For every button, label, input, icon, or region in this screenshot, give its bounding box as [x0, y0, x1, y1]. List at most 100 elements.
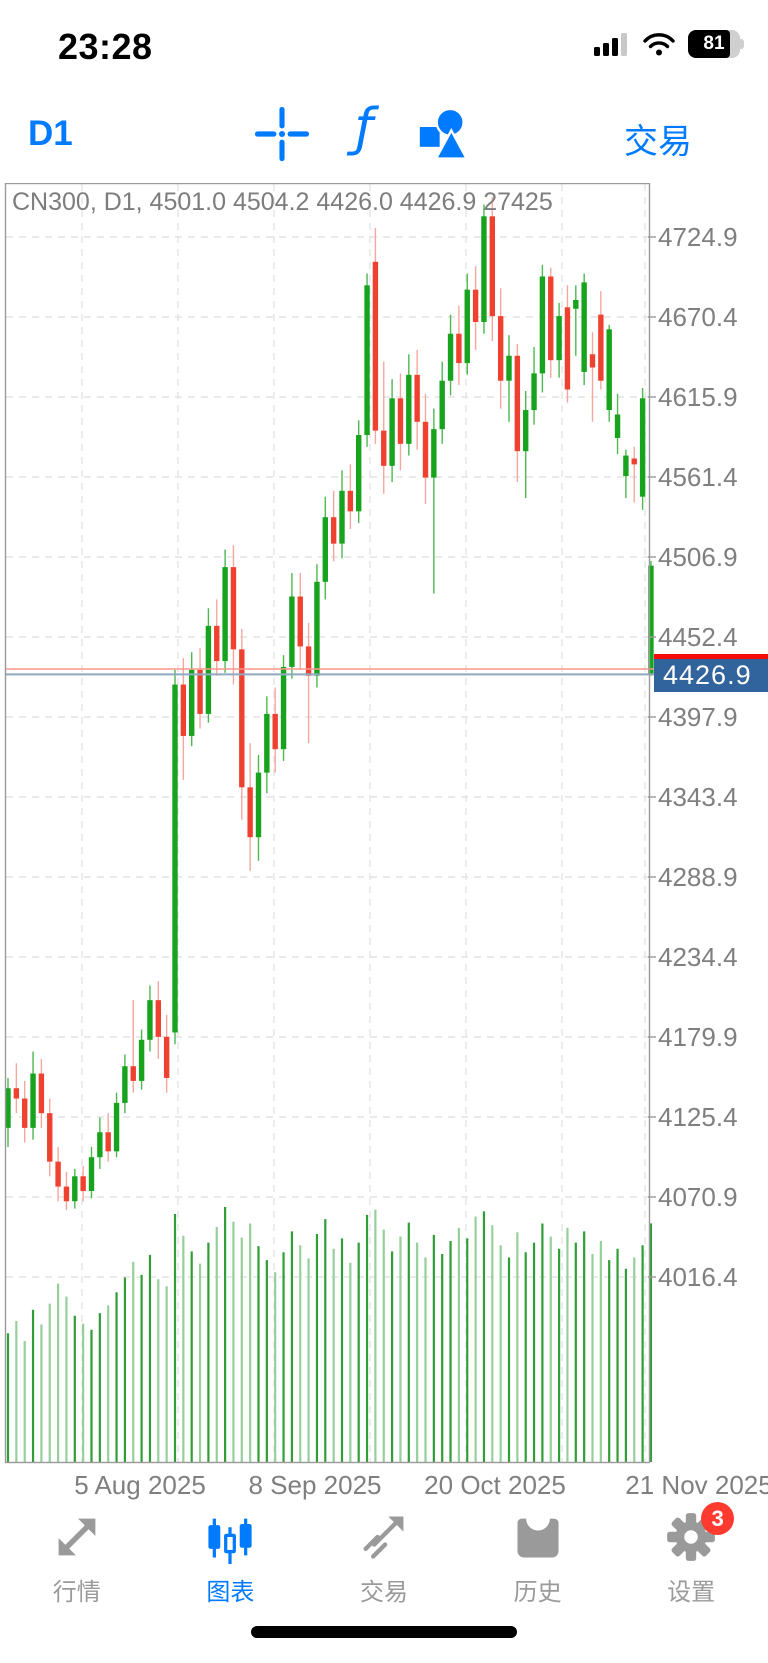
candle-body — [172, 684, 178, 1033]
candle-body — [280, 666, 287, 750]
settings-badge: 3 — [701, 1502, 735, 1535]
candle-body — [447, 333, 454, 381]
home-indicator[interactable] — [251, 1626, 517, 1638]
bid-price-badge: 4426.9 — [654, 659, 768, 693]
tab-settings-label: 设置 — [667, 1579, 716, 1606]
chart-canvas[interactable]: CN300, D1, 4501.0 4504.2 4426.0 4426.9 2… — [0, 183, 768, 1500]
candle-body — [381, 430, 387, 466]
status-time: 23:28 — [58, 26, 153, 67]
tab-quotes-label: 行情 — [52, 1579, 101, 1606]
candle-body — [397, 398, 404, 444]
candle-body — [247, 787, 253, 838]
candle-body — [113, 1102, 120, 1152]
candle-body — [38, 1073, 45, 1114]
charts-icon — [208, 1518, 252, 1564]
candle-body — [439, 380, 445, 430]
time-axis-label: 20 Oct 2025 — [424, 1470, 566, 1500]
candle-body — [614, 414, 621, 438]
candle-body — [497, 316, 504, 381]
candle-body — [523, 410, 529, 452]
candle-body — [214, 625, 220, 662]
candle-body — [322, 517, 328, 582]
time-axis-label: 21 Nov 2025 — [625, 1470, 768, 1500]
price-axis-label: 4179.9 — [658, 1022, 738, 1052]
candle-body — [272, 713, 278, 750]
tab-history-label: 历史 — [513, 1579, 562, 1606]
candle-body — [155, 1000, 161, 1037]
wifi-icon — [643, 33, 675, 56]
candle-body — [548, 276, 554, 361]
shapes-icon — [417, 107, 469, 160]
candle-body — [589, 354, 596, 368]
time-axis-label: 8 Sep 2025 — [248, 1470, 382, 1500]
candle-body — [431, 429, 437, 478]
function-icon: ƒ — [354, 98, 374, 158]
candle-body — [406, 374, 412, 444]
candle-body — [30, 1073, 36, 1128]
candle-body — [197, 669, 203, 714]
tab-charts-label: 图表 — [206, 1579, 255, 1606]
candle-body — [347, 490, 354, 512]
objects-button[interactable] — [414, 106, 470, 162]
tab-charts[interactable]: 图表 — [154, 1496, 308, 1626]
candle-body — [506, 355, 512, 381]
price-axis-label: 4397.9 — [658, 702, 738, 732]
candle-body — [414, 374, 420, 422]
candle-body — [255, 772, 262, 838]
candle-body — [456, 333, 462, 364]
tab-quotes[interactable]: 行情 — [0, 1496, 154, 1626]
candle-body — [264, 713, 270, 773]
candle-body — [180, 684, 187, 736]
candle-body — [472, 289, 479, 322]
trade-icon — [363, 1516, 404, 1559]
candle-body — [489, 216, 495, 317]
candle-body — [138, 1039, 145, 1081]
candle-body — [147, 1000, 153, 1040]
candle-body — [639, 398, 646, 497]
candle-body — [631, 458, 637, 465]
candle-body — [389, 398, 395, 466]
price-axis-label: 4016.4 — [658, 1262, 738, 1292]
candle-body — [598, 314, 604, 381]
candle-body — [305, 646, 312, 676]
tab-trade[interactable]: 交易 — [307, 1496, 461, 1626]
indicators-button[interactable]: ƒ — [336, 100, 392, 156]
candle-body — [122, 1066, 128, 1103]
crosshair-icon — [254, 106, 310, 162]
price-axis-label: 4615.9 — [658, 382, 738, 412]
quotes-icon — [58, 1518, 96, 1556]
candle-body — [239, 649, 245, 788]
candle-body — [297, 596, 303, 647]
candle-body — [130, 1066, 136, 1081]
candle-body — [556, 316, 562, 361]
candle-body — [531, 373, 537, 411]
candle-body — [63, 1186, 70, 1202]
candle-body — [564, 307, 571, 390]
candle-body — [13, 1088, 20, 1099]
candle-body — [22, 1098, 28, 1128]
battery-icon: 81 — [688, 30, 744, 58]
candle-body — [105, 1132, 111, 1152]
candle-body — [606, 329, 612, 411]
timeframe-button[interactable]: D1 — [28, 114, 73, 153]
price-axis-label: 4506.9 — [658, 542, 738, 572]
candle-body — [80, 1176, 86, 1191]
candle-body — [72, 1176, 78, 1202]
tab-history[interactable]: 历史 — [461, 1496, 615, 1626]
chart-toolbar: D1 ƒ 交易 — [0, 96, 768, 182]
candle-body — [5, 1088, 11, 1128]
candle-body — [364, 285, 370, 436]
candle-body — [97, 1132, 103, 1158]
chart-frame — [4, 183, 651, 1464]
crosshair-button[interactable] — [254, 106, 310, 162]
candlestick-chart — [4, 183, 656, 1464]
candle-body — [573, 299, 579, 309]
price-axis-label: 4561.4 — [658, 462, 738, 492]
chart-ohlc-header: CN300, D1, 4501.0 4504.2 4426.0 4426.9 2… — [12, 188, 553, 216]
tab-settings[interactable]: 3 设置 — [614, 1496, 768, 1626]
trade-button[interactable]: 交易 — [624, 123, 692, 161]
battery-percent: 81 — [703, 33, 725, 54]
price-axis-label: 4670.4 — [658, 302, 738, 332]
candle-body — [648, 565, 654, 675]
